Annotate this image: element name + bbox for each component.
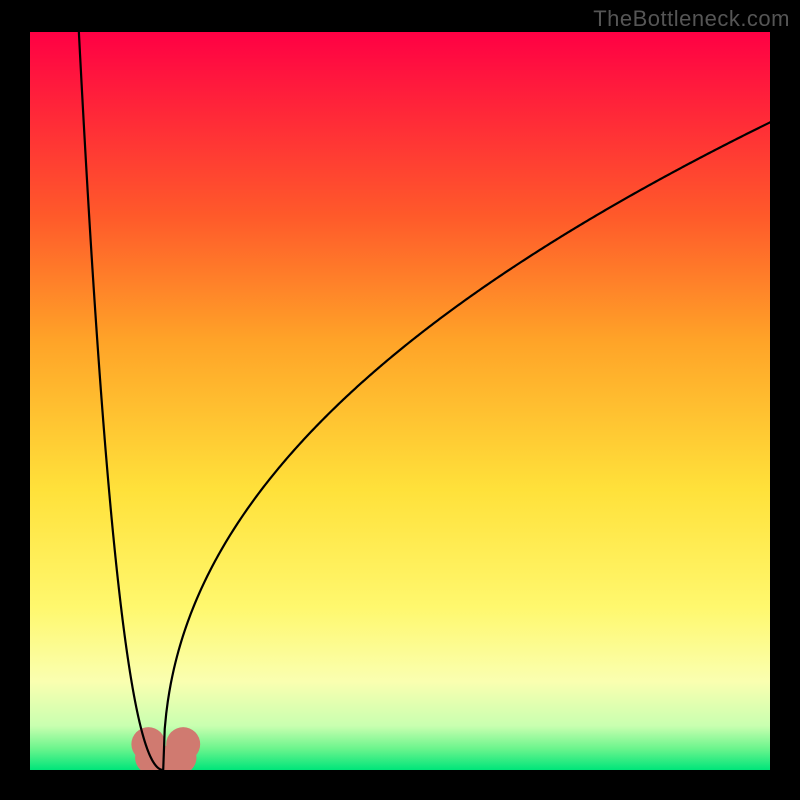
chart-stage: TheBottleneck.com	[0, 0, 800, 800]
bottleneck-chart	[0, 0, 800, 800]
scatter-point	[166, 727, 200, 761]
gradient-background	[30, 32, 770, 770]
watermark-text: TheBottleneck.com	[593, 6, 790, 32]
